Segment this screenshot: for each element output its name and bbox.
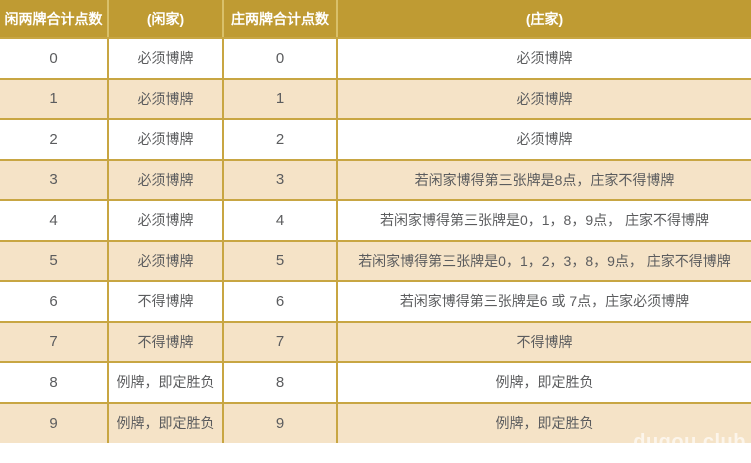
cell-banker-rule: 不得博牌	[336, 320, 751, 363]
cell-banker-total: 8	[222, 361, 338, 404]
cell-player-total: 9	[0, 401, 109, 443]
cell-banker-rule: 例牌，即定胜负	[336, 361, 751, 404]
table-row: 1 必须博牌 1 必须博牌	[0, 77, 751, 120]
cell-banker-total: 1	[222, 77, 338, 120]
cell-banker-total: 0	[222, 37, 338, 80]
cell-player-total: 8	[0, 361, 109, 404]
table-row: 5 必须博牌 5 若闲家博得第三张牌是0，1，2，3，8，9点， 庄家不得博牌	[0, 239, 751, 282]
cell-player-total: 6	[0, 280, 109, 323]
header-player-total: 闲两牌合计点数	[0, 0, 108, 39]
table-row: 8 例牌，即定胜负 8 例牌，即定胜负	[0, 361, 751, 404]
table-row: 3 必须博牌 3 若闲家博得第三张牌是8点，庄家不得博牌	[0, 158, 751, 201]
cell-player-rule: 必须博牌	[107, 77, 224, 120]
cell-banker-rule: 若闲家博得第三张牌是6 或 7点，庄家必须博牌	[336, 280, 751, 323]
header-player-rule: (闲家)	[107, 0, 223, 39]
cell-player-rule: 例牌，即定胜负	[107, 361, 224, 404]
cell-banker-rule: 例牌，即定胜负	[336, 401, 751, 443]
cell-banker-total: 7	[222, 320, 338, 363]
table-header-row: 闲两牌合计点数 (闲家) 庄两牌合计点数 (庄家)	[0, 0, 751, 39]
cell-player-total: 2	[0, 118, 109, 161]
cell-player-rule: 例牌，即定胜负	[107, 401, 224, 443]
cell-player-rule: 必须博牌	[107, 199, 224, 242]
cell-banker-rule: 若闲家博得第三张牌是0，1，2，3，8，9点， 庄家不得博牌	[336, 239, 751, 282]
cell-banker-total: 4	[222, 199, 338, 242]
table-row: 7 不得博牌 7 不得博牌	[0, 320, 751, 363]
header-banker-total: 庄两牌合计点数	[222, 0, 337, 39]
cell-banker-rule: 必须博牌	[336, 77, 751, 120]
cell-player-rule: 不得博牌	[107, 280, 224, 323]
cell-banker-total: 6	[222, 280, 338, 323]
cell-player-rule: 不得博牌	[107, 320, 224, 363]
cell-banker-total: 9	[222, 401, 338, 443]
drawing-rules-table: 闲两牌合计点数 (闲家) 庄两牌合计点数 (庄家) 0 必须博牌 0 必须博牌 …	[0, 0, 751, 443]
cell-banker-rule: 必须博牌	[336, 118, 751, 161]
cell-player-total: 5	[0, 239, 109, 282]
cell-banker-rule: 必须博牌	[336, 37, 751, 80]
cell-player-rule: 必须博牌	[107, 239, 224, 282]
cell-player-total: 7	[0, 320, 109, 363]
cell-banker-rule: 若闲家博得第三张牌是0，1，8，9点， 庄家不得博牌	[336, 199, 751, 242]
cell-player-total: 0	[0, 37, 109, 80]
cell-player-rule: 必须博牌	[107, 118, 224, 161]
cell-player-total: 3	[0, 158, 109, 201]
cell-player-rule: 必须博牌	[107, 158, 224, 201]
header-banker-rule: (庄家)	[336, 0, 751, 39]
cell-banker-rule: 若闲家博得第三张牌是8点，庄家不得博牌	[336, 158, 751, 201]
cell-player-rule: 必须博牌	[107, 37, 224, 80]
table-row: 6 不得博牌 6 若闲家博得第三张牌是6 或 7点，庄家必须博牌	[0, 280, 751, 323]
cell-player-total: 1	[0, 77, 109, 120]
cell-player-total: 4	[0, 199, 109, 242]
table-row: 4 必须博牌 4 若闲家博得第三张牌是0，1，8，9点， 庄家不得博牌	[0, 199, 751, 242]
cell-banker-total: 2	[222, 118, 338, 161]
cell-banker-total: 3	[222, 158, 338, 201]
cell-banker-total: 5	[222, 239, 338, 282]
table-row: 2 必须博牌 2 必须博牌	[0, 118, 751, 161]
table-row: 9 例牌，即定胜负 9 例牌，即定胜负	[0, 401, 751, 443]
table-row: 0 必须博牌 0 必须博牌	[0, 37, 751, 80]
